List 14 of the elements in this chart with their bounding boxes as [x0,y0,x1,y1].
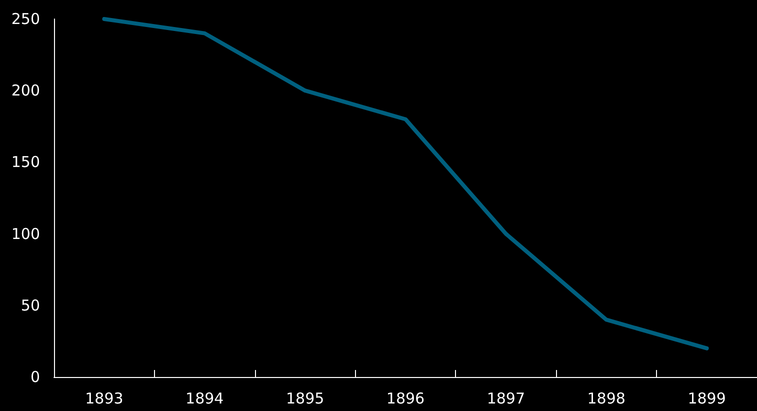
y-tick-label: 200 [11,82,40,100]
x-tick-label: 1898 [587,390,626,408]
y-tick-label: 150 [11,153,40,172]
y-tick-label: 100 [11,224,40,243]
line-series [102,17,709,350]
x-tick-label: 1899 [688,390,726,408]
x-tick-label: 1894 [186,390,224,408]
x-tick-label: 1893 [85,390,124,408]
x-tick-label: 1896 [386,390,425,408]
y-tick-label: 0 [30,368,40,386]
y-tick-label: 50 [20,296,40,314]
x-tick-label: 1895 [286,390,324,408]
y-tick-label: 250 [11,10,40,28]
x-tick-label: 1897 [486,390,526,408]
